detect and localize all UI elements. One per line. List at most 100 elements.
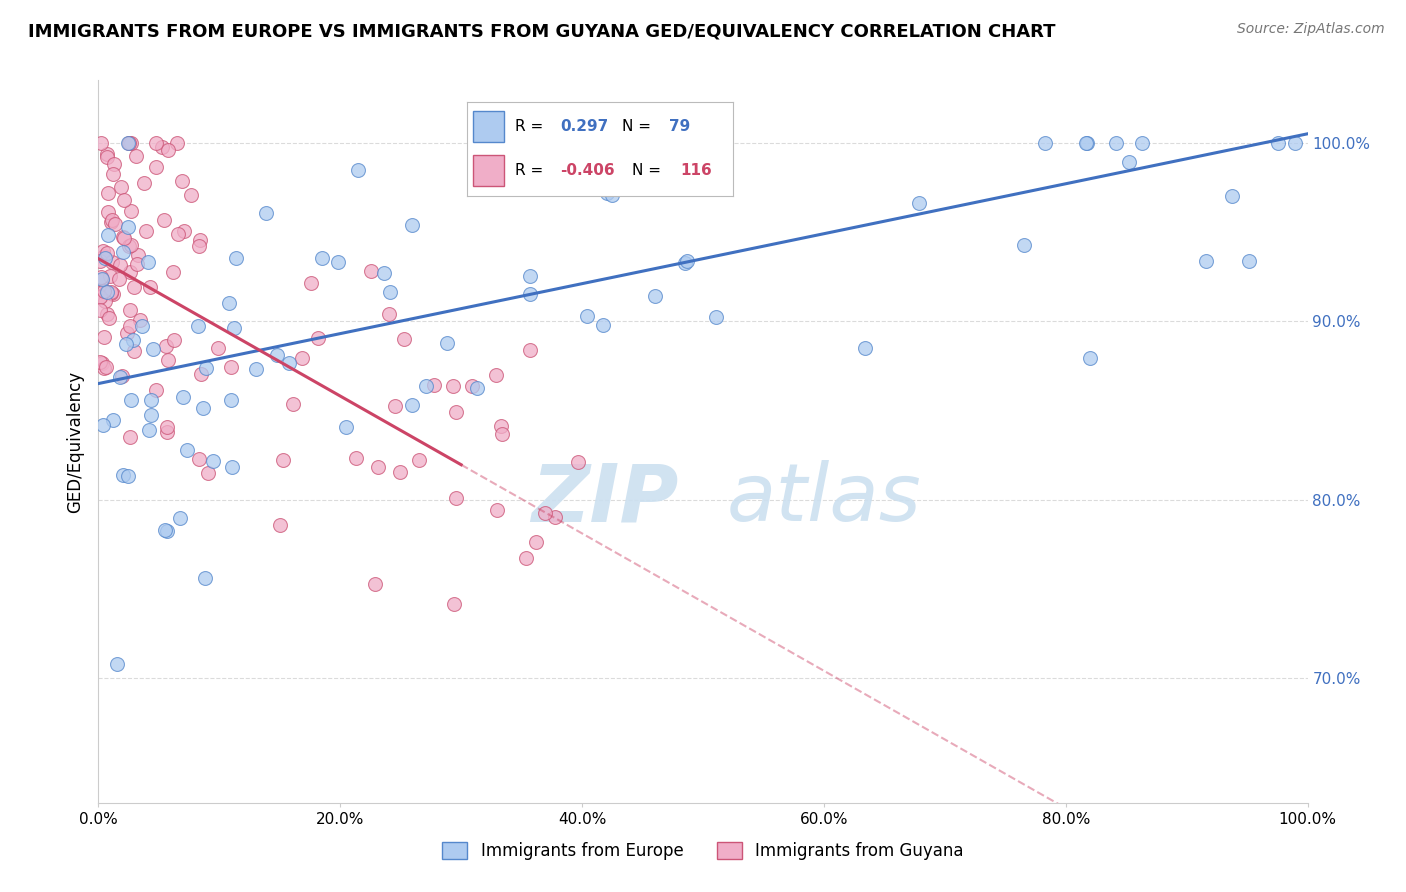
Point	[153, 523, 176, 537]
Point	[122, 343, 145, 358]
Point	[444, 491, 467, 505]
Point	[118, 239, 141, 253]
Point	[180, 188, 202, 202]
Point	[344, 451, 367, 466]
Point	[120, 136, 142, 150]
Point	[145, 383, 167, 397]
Point	[98, 268, 121, 283]
Point	[544, 510, 567, 524]
Point	[129, 312, 152, 326]
Point	[110, 370, 132, 384]
Point	[1118, 155, 1140, 169]
Point	[101, 254, 124, 268]
Point	[101, 167, 124, 181]
Point	[153, 213, 176, 227]
Point	[328, 255, 350, 269]
Point	[139, 393, 162, 408]
Point	[112, 245, 135, 260]
Point	[112, 467, 135, 482]
Point	[567, 455, 589, 469]
Point	[519, 287, 541, 301]
Point	[224, 321, 246, 335]
Point	[444, 405, 467, 419]
Point	[127, 257, 149, 271]
Point	[97, 205, 120, 219]
Point	[519, 268, 541, 283]
Point	[436, 335, 458, 350]
Point	[176, 442, 198, 457]
Point	[96, 307, 118, 321]
Point	[173, 224, 195, 238]
Point	[269, 518, 291, 533]
Point	[193, 401, 215, 415]
Point	[187, 452, 209, 467]
Point	[115, 326, 138, 341]
Point	[103, 287, 125, 301]
Point	[131, 319, 153, 334]
Point	[93, 361, 115, 376]
Point	[281, 397, 304, 411]
Point	[114, 337, 136, 351]
Point	[96, 285, 118, 300]
Point	[335, 419, 357, 434]
Point	[364, 576, 387, 591]
Point	[117, 469, 139, 483]
Text: IMMIGRANTS FROM EUROPE VS IMMIGRANTS FROM GUYANA GED/EQUIVALENCY CORRELATION CHA: IMMIGRANTS FROM EUROPE VS IMMIGRANTS FRO…	[28, 22, 1056, 40]
Point	[135, 224, 157, 238]
Point	[188, 233, 211, 247]
Point	[101, 213, 124, 227]
Point	[278, 356, 301, 370]
Point	[122, 333, 145, 347]
Point	[380, 285, 402, 299]
Point	[103, 413, 125, 427]
Point	[120, 237, 142, 252]
Point	[461, 378, 484, 392]
Point	[307, 331, 329, 345]
Point	[491, 427, 513, 442]
Point	[91, 244, 114, 258]
Point	[100, 215, 122, 229]
Point	[596, 186, 619, 201]
Point	[485, 502, 508, 516]
Point	[1076, 136, 1098, 150]
Point	[91, 356, 114, 370]
Point	[108, 272, 131, 286]
Point	[138, 254, 160, 268]
Point	[485, 368, 508, 383]
Point	[156, 425, 179, 439]
Point	[111, 369, 134, 384]
Point	[93, 417, 115, 432]
Point	[423, 377, 446, 392]
Point	[644, 289, 666, 303]
Point	[346, 163, 368, 178]
Point	[122, 280, 145, 294]
Point	[112, 231, 135, 245]
Point	[93, 284, 115, 298]
Point	[155, 524, 177, 538]
Point	[93, 248, 115, 262]
Point	[187, 238, 209, 252]
Point	[96, 150, 118, 164]
Point	[576, 309, 599, 323]
Point	[907, 196, 929, 211]
Point	[389, 465, 412, 479]
Point	[218, 296, 240, 310]
Y-axis label: GED/Equivalency: GED/Equivalency	[66, 370, 84, 513]
Point	[117, 136, 139, 150]
Point	[311, 251, 333, 265]
Point	[96, 246, 118, 260]
Point	[139, 409, 162, 423]
Point	[271, 452, 294, 467]
Point	[202, 454, 225, 468]
Point	[221, 460, 243, 475]
Point	[415, 379, 437, 393]
Point	[167, 227, 190, 241]
Point	[108, 258, 131, 272]
Text: Source: ZipAtlas.com: Source: ZipAtlas.com	[1237, 22, 1385, 37]
Point	[117, 220, 139, 235]
Point	[673, 256, 696, 270]
Point	[155, 339, 177, 353]
Legend: Immigrants from Europe, Immigrants from Guyana: Immigrants from Europe, Immigrants from …	[436, 835, 970, 867]
Point	[384, 399, 406, 413]
Point	[125, 149, 148, 163]
